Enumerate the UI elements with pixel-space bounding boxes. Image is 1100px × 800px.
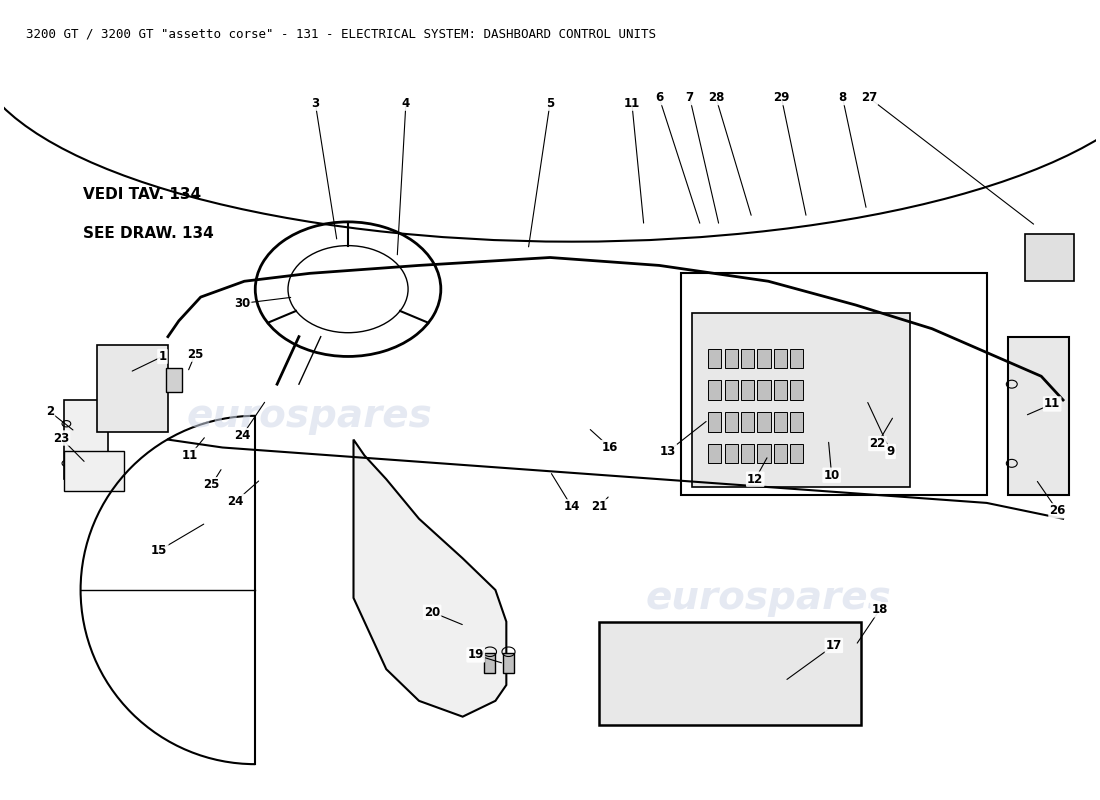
Text: 17: 17	[826, 639, 842, 652]
Text: 14: 14	[563, 500, 580, 514]
Bar	[708, 349, 722, 368]
Bar	[692, 313, 910, 487]
Text: 1: 1	[158, 350, 166, 363]
Text: eurospares: eurospares	[187, 397, 432, 435]
Text: 8: 8	[838, 91, 847, 104]
Text: 20: 20	[424, 606, 440, 618]
Bar	[790, 443, 803, 463]
Text: 11: 11	[182, 449, 198, 462]
Bar	[741, 380, 755, 400]
Text: 13: 13	[660, 445, 676, 458]
Text: 4: 4	[402, 97, 410, 110]
Text: 6: 6	[654, 91, 663, 104]
Bar	[708, 412, 722, 432]
Bar	[708, 380, 722, 400]
Text: SEE DRAW. 134: SEE DRAW. 134	[82, 226, 213, 242]
Text: 12: 12	[747, 473, 763, 486]
Text: 15: 15	[151, 544, 167, 557]
Text: 16: 16	[602, 441, 618, 454]
Text: 22: 22	[869, 437, 886, 450]
Text: 5: 5	[546, 97, 554, 110]
Bar	[600, 622, 861, 725]
Text: 27: 27	[860, 91, 877, 104]
Text: 29: 29	[773, 91, 790, 104]
Text: 23: 23	[53, 431, 69, 445]
Bar	[773, 349, 786, 368]
Bar	[725, 443, 738, 463]
Text: 18: 18	[871, 603, 888, 616]
Text: 24: 24	[234, 429, 251, 442]
Text: 11: 11	[1044, 398, 1060, 410]
Polygon shape	[353, 439, 506, 717]
Text: 30: 30	[234, 297, 251, 310]
Text: 28: 28	[707, 91, 724, 104]
Bar	[790, 349, 803, 368]
Text: 9: 9	[887, 445, 894, 458]
Bar	[741, 412, 755, 432]
Text: 10: 10	[824, 469, 839, 482]
Bar	[741, 443, 755, 463]
Bar	[708, 443, 722, 463]
Bar	[773, 380, 786, 400]
Bar	[773, 412, 786, 432]
Bar	[681, 274, 987, 495]
Bar	[758, 443, 770, 463]
Bar	[503, 654, 514, 673]
Bar	[790, 380, 803, 400]
Bar	[758, 380, 770, 400]
Bar	[725, 349, 738, 368]
Text: 26: 26	[1049, 504, 1066, 518]
Bar	[773, 443, 786, 463]
Text: 24: 24	[228, 495, 244, 508]
Text: 19: 19	[468, 649, 484, 662]
Text: 3: 3	[311, 97, 319, 110]
Text: 25: 25	[187, 347, 204, 361]
Bar	[64, 451, 124, 491]
Bar	[758, 412, 770, 432]
Text: VEDI TAV. 134: VEDI TAV. 134	[82, 186, 201, 202]
Bar	[725, 380, 738, 400]
Bar	[725, 412, 738, 432]
Text: eurospares: eurospares	[646, 579, 891, 617]
Text: 7: 7	[685, 91, 694, 104]
Bar	[166, 368, 183, 392]
Bar	[97, 345, 168, 432]
Text: 3200 GT / 3200 GT "assetto corse" - 131 - ELECTRICAL SYSTEM: DASHBOARD CONTROL U: 3200 GT / 3200 GT "assetto corse" - 131 …	[26, 28, 656, 41]
Text: 25: 25	[204, 478, 220, 491]
Text: 21: 21	[591, 500, 607, 514]
Bar	[1025, 234, 1074, 282]
Bar	[790, 412, 803, 432]
Bar	[64, 400, 108, 479]
Bar	[484, 654, 495, 673]
Bar	[1009, 337, 1068, 495]
Text: 11: 11	[624, 97, 640, 110]
Bar	[758, 349, 770, 368]
Text: 2: 2	[46, 406, 54, 418]
Bar	[741, 349, 755, 368]
